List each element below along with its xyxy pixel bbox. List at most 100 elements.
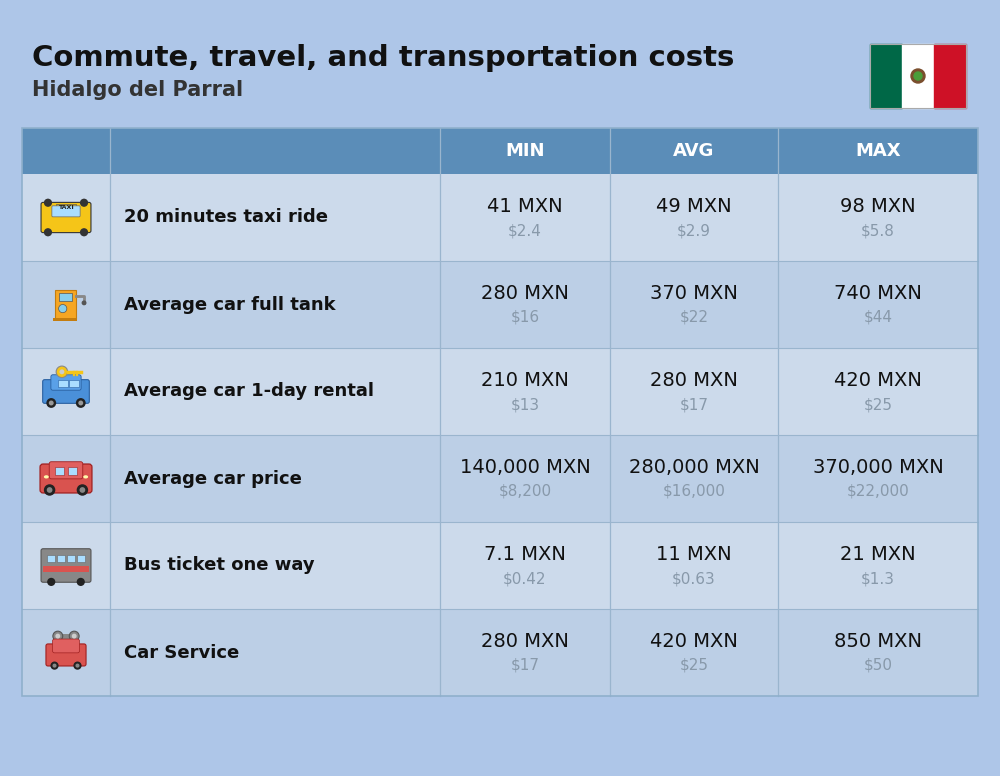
- Text: $8,200: $8,200: [498, 484, 552, 499]
- Circle shape: [56, 366, 68, 378]
- Circle shape: [911, 69, 925, 83]
- Bar: [22, 174, 978, 261]
- Bar: [22, 522, 978, 609]
- Text: Average car 1-day rental: Average car 1-day rental: [124, 383, 374, 400]
- FancyBboxPatch shape: [41, 203, 91, 233]
- Circle shape: [53, 631, 63, 641]
- Circle shape: [55, 634, 60, 639]
- Text: 850 MXN: 850 MXN: [834, 632, 922, 651]
- Text: 98 MXN: 98 MXN: [840, 197, 916, 216]
- Text: Average car full tank: Average car full tank: [124, 296, 336, 314]
- Text: Car Service: Car Service: [124, 643, 239, 661]
- Text: $16: $16: [510, 310, 540, 325]
- Circle shape: [59, 369, 64, 374]
- Text: 7.1 MXN: 7.1 MXN: [484, 545, 566, 564]
- Circle shape: [69, 631, 79, 641]
- Bar: [58, 634, 74, 639]
- Text: $13: $13: [510, 397, 540, 412]
- Bar: [55, 467, 64, 475]
- Text: MAX: MAX: [855, 142, 901, 160]
- Ellipse shape: [44, 475, 49, 479]
- Text: 140,000 MXN: 140,000 MXN: [460, 458, 590, 477]
- Text: 49 MXN: 49 MXN: [656, 197, 732, 216]
- Text: $22: $22: [680, 310, 708, 325]
- Text: 20 minutes taxi ride: 20 minutes taxi ride: [124, 209, 328, 227]
- Text: Commute, travel, and transportation costs: Commute, travel, and transportation cost…: [32, 44, 734, 72]
- Bar: [870, 44, 902, 108]
- Bar: [67, 555, 75, 563]
- Text: 280 MXN: 280 MXN: [650, 371, 738, 390]
- Circle shape: [82, 300, 87, 305]
- Text: 370,000 MXN: 370,000 MXN: [813, 458, 943, 477]
- Circle shape: [77, 484, 88, 496]
- Text: $22,000: $22,000: [847, 484, 909, 499]
- Bar: [59, 293, 72, 301]
- Bar: [22, 435, 978, 522]
- Bar: [58, 380, 68, 386]
- Bar: [55, 289, 76, 319]
- FancyBboxPatch shape: [43, 379, 89, 404]
- Circle shape: [76, 398, 86, 408]
- Text: Hidalgo del Parral: Hidalgo del Parral: [32, 80, 243, 100]
- Text: $5.8: $5.8: [861, 223, 895, 238]
- Bar: [57, 555, 65, 563]
- FancyBboxPatch shape: [53, 639, 79, 653]
- FancyBboxPatch shape: [49, 462, 83, 479]
- Circle shape: [914, 72, 922, 80]
- Text: $17: $17: [511, 658, 540, 673]
- Ellipse shape: [83, 475, 88, 479]
- FancyBboxPatch shape: [46, 644, 86, 666]
- Circle shape: [44, 484, 55, 496]
- Text: 280 MXN: 280 MXN: [481, 632, 569, 651]
- Text: 41 MXN: 41 MXN: [487, 197, 563, 216]
- Circle shape: [49, 400, 54, 405]
- Circle shape: [80, 487, 85, 493]
- Circle shape: [80, 199, 88, 207]
- Text: 21 MXN: 21 MXN: [840, 545, 916, 564]
- FancyBboxPatch shape: [40, 464, 92, 493]
- Text: $25: $25: [864, 397, 893, 412]
- Circle shape: [47, 578, 55, 586]
- Text: 370 MXN: 370 MXN: [650, 284, 738, 303]
- Text: $17: $17: [680, 397, 708, 412]
- Text: 280,000 MXN: 280,000 MXN: [629, 458, 759, 477]
- Bar: [22, 128, 978, 696]
- Text: $0.42: $0.42: [503, 571, 547, 586]
- Text: $50: $50: [864, 658, 893, 673]
- Text: $16,000: $16,000: [663, 484, 725, 499]
- Text: $2.4: $2.4: [508, 223, 542, 238]
- Circle shape: [47, 487, 52, 493]
- Bar: [69, 380, 79, 386]
- Bar: [53, 317, 77, 321]
- Text: Average car price: Average car price: [124, 469, 302, 487]
- Text: Bus ticket one way: Bus ticket one way: [124, 556, 315, 574]
- Circle shape: [59, 304, 67, 313]
- Bar: [43, 566, 89, 572]
- Bar: [22, 348, 978, 435]
- Bar: [22, 609, 978, 696]
- Text: $1.3: $1.3: [861, 571, 895, 586]
- Text: 420 MXN: 420 MXN: [834, 371, 922, 390]
- Circle shape: [73, 661, 82, 670]
- Bar: [22, 261, 978, 348]
- Circle shape: [77, 578, 85, 586]
- Circle shape: [46, 398, 56, 408]
- Bar: [902, 44, 934, 108]
- Bar: [56, 204, 76, 211]
- FancyBboxPatch shape: [51, 375, 81, 390]
- Circle shape: [78, 400, 83, 405]
- Circle shape: [52, 663, 57, 667]
- Circle shape: [72, 634, 77, 639]
- Text: MIN: MIN: [505, 142, 545, 160]
- Text: 210 MXN: 210 MXN: [481, 371, 569, 390]
- Bar: [68, 467, 77, 475]
- Circle shape: [80, 228, 88, 237]
- Circle shape: [44, 199, 52, 207]
- Text: 11 MXN: 11 MXN: [656, 545, 732, 564]
- Text: $44: $44: [864, 310, 893, 325]
- Text: 280 MXN: 280 MXN: [481, 284, 569, 303]
- Text: $0.63: $0.63: [672, 571, 716, 586]
- Text: TAXI: TAXI: [58, 205, 74, 210]
- Circle shape: [75, 663, 80, 667]
- Bar: [22, 128, 978, 174]
